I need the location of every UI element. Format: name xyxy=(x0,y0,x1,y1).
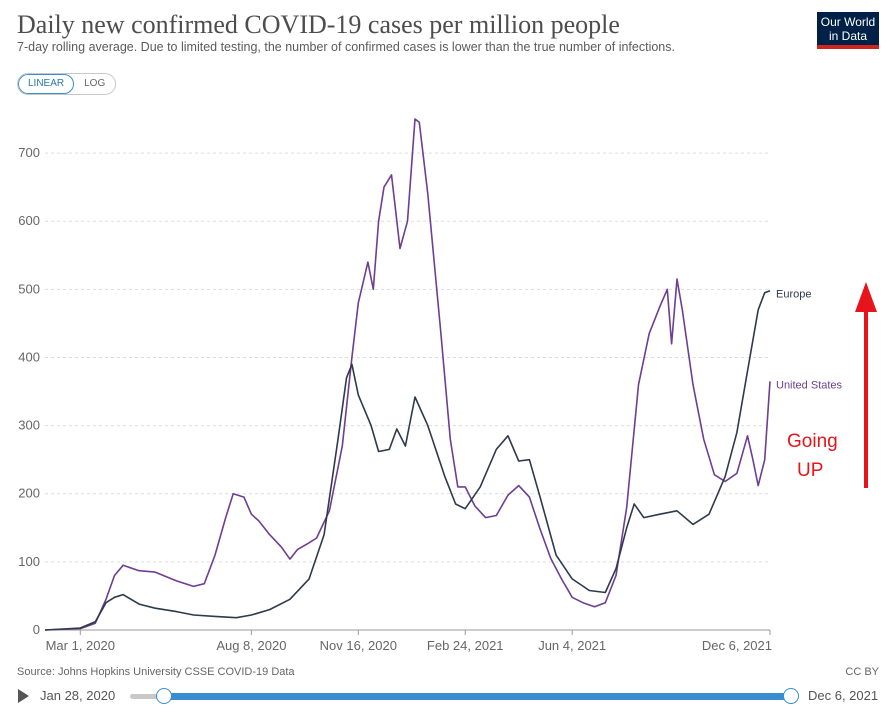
timeline-end-handle[interactable] xyxy=(783,688,799,704)
series-label-united-states: United States xyxy=(776,379,843,391)
annotation-line-1: Going xyxy=(787,431,838,452)
linear-scale-button[interactable]: LINEAR xyxy=(18,74,75,94)
timeline-start-label: Jan 28, 2020 xyxy=(40,688,116,703)
series-line-europe xyxy=(44,289,771,631)
timeline-track[interactable] xyxy=(130,694,166,699)
up-arrow-head xyxy=(855,282,877,312)
series-label-europe: Europe xyxy=(776,289,811,301)
y-tick-label: 400 xyxy=(18,349,40,364)
x-tick-label: Mar 1, 2020 xyxy=(46,638,115,653)
y-tick-label: 600 xyxy=(18,213,40,228)
timeline: Jan 28, 2020 Dec 6, 2021 xyxy=(0,684,891,712)
annotation-group: Going UP xyxy=(787,282,877,488)
timeline-end-label: Dec 6, 2021 xyxy=(808,688,879,703)
play-icon[interactable] xyxy=(18,689,29,703)
log-scale-button[interactable]: LOG xyxy=(84,78,106,89)
chart-title: Daily new confirmed COVID-19 cases per m… xyxy=(17,10,620,39)
chart-subtitle: 7-day rolling average. Due to limited te… xyxy=(17,40,675,54)
x-tick-label: Aug 8, 2020 xyxy=(216,638,286,653)
x-tick-label: Dec 6, 2021 xyxy=(702,638,772,653)
x-tick-label: Nov 16, 2020 xyxy=(320,638,397,653)
x-tick-label: Feb 24, 2021 xyxy=(427,638,504,653)
y-tick-label: 300 xyxy=(18,418,40,433)
grid-lines xyxy=(45,152,770,563)
logo-accent-bar xyxy=(817,45,879,49)
logo-line-1: Our World xyxy=(820,15,876,29)
y-tick-label: 200 xyxy=(18,486,40,501)
series-lines: United States Europe xyxy=(44,118,843,631)
series-line-united-states xyxy=(44,118,771,631)
axes: 0 100 200 300 400 500 600 700 Mar 1, 2020 Aug 8, … xyxy=(18,145,772,653)
logo-line-2: in Data xyxy=(828,29,868,43)
y-tick-label: 0 xyxy=(33,622,40,637)
x-tick-label: Jun 4, 2021 xyxy=(538,638,606,653)
source-note[interactable]: Source: Johns Hopkins University CSSE CO… xyxy=(17,666,295,678)
line-chart: 0 100 200 300 400 500 600 700 Mar 1, 2020 Aug 8, … xyxy=(18,118,877,653)
y-tick-label: 500 xyxy=(18,281,40,296)
license-link[interactable]: CC BY xyxy=(845,666,879,678)
y-tick-label: 700 xyxy=(18,145,40,160)
owid-logo[interactable]: Our World in Data xyxy=(817,12,879,49)
scale-toggle[interactable]: LINEAR LOG xyxy=(17,73,117,95)
annotation-line-2: UP xyxy=(797,460,823,481)
y-tick-label: 100 xyxy=(18,554,40,569)
timeline-start-handle[interactable] xyxy=(156,688,172,704)
timeline-selected-range[interactable] xyxy=(163,693,791,700)
